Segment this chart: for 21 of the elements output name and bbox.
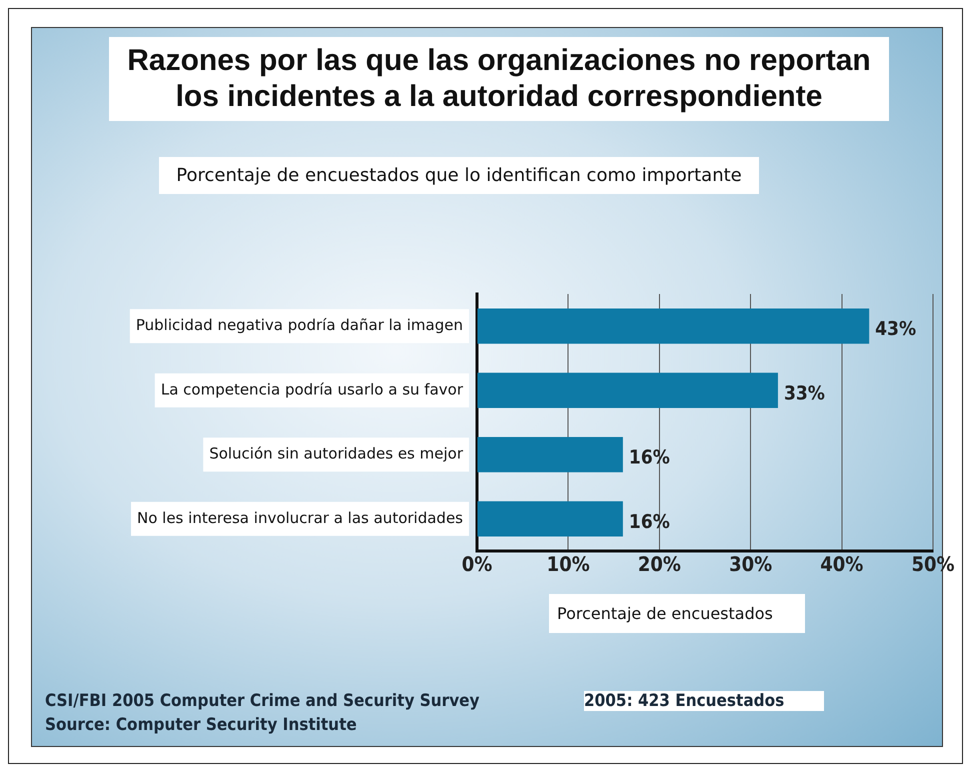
data-label: 43% [875,318,916,340]
x-tick-label: 30% [729,552,772,576]
x-tick-label: 40% [820,552,864,576]
bar [478,436,623,472]
x-tick-label: 20% [638,552,681,576]
y-tick-label: Solución sin autoridades es mejor [209,444,464,463]
y-tick-label: Publicidad negativa podría dañar la imagen [136,316,463,334]
source-note: Source: Computer Security Institute [45,715,357,735]
text: 2005: 423 Encuestados [584,691,824,711]
text: CSI/FBI 2005 Computer Crime and Security Survey [45,691,480,711]
x-tick-label: 0% [462,552,492,576]
y-tick-label: La competencia podría usarlo a su favor [160,380,464,398]
bar [478,308,870,344]
chart-subtitle: Porcentaje de encuestados que lo identifican como importante [159,157,759,194]
bar [478,501,623,537]
chart-title: Razones por las que las organizaciones no reportan los incidentes a la autoridad correspondiente [109,37,889,121]
data-label: 33% [784,382,825,404]
x-axis-title: Porcentaje de encuestados [549,594,805,633]
bar [478,372,778,408]
x-tick-label: 10% [546,552,590,576]
y-tick-label: No les interesa involucrar a las autoridades [137,508,464,527]
